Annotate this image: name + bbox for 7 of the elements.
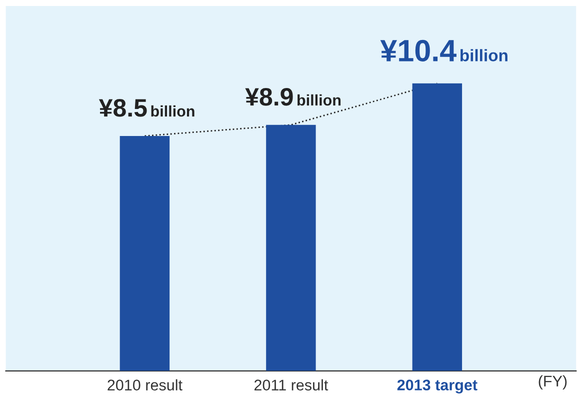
x-axis-title: (FY) (538, 375, 567, 390)
x-tick-label: 2011 result (254, 379, 328, 390)
data-label: ¥8.5 billion (98, 99, 194, 117)
x-tick-label: 2010 result (108, 379, 182, 390)
data-label: ¥8.9 billion (245, 88, 341, 106)
data-label: ¥10.4billion (380, 40, 508, 62)
x-tick-label: 2013 target (397, 380, 478, 394)
